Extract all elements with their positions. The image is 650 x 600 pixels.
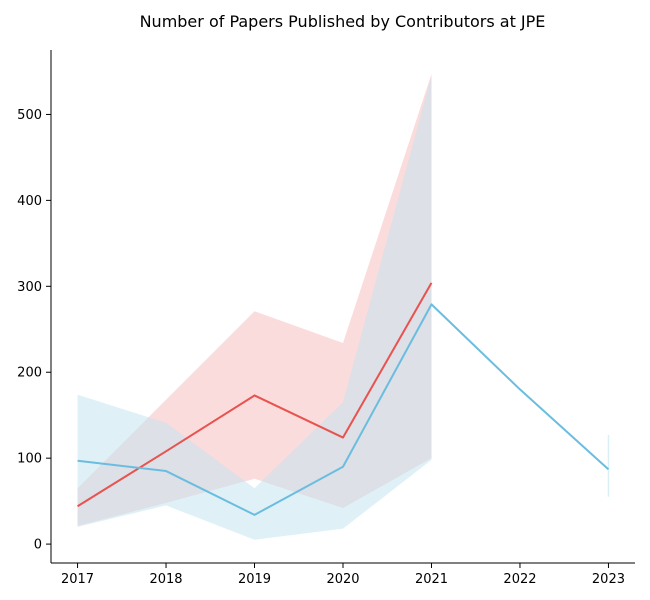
x-axis-ticks: 2017 2018 2019 2020 2021 2022 2023 bbox=[61, 563, 625, 587]
x-tick-label: 2017 bbox=[61, 572, 94, 587]
y-tick-label: 200 bbox=[17, 366, 42, 381]
x-tick-label: 2023 bbox=[592, 572, 625, 587]
series-1-line bbox=[77, 282, 433, 508]
y-tick-label: 100 bbox=[17, 452, 42, 467]
y-tick-label: 0 bbox=[34, 538, 42, 553]
x-tick-label: 2018 bbox=[149, 572, 182, 587]
x-tick-label: 2020 bbox=[326, 572, 359, 587]
series-lines bbox=[77, 282, 610, 516]
y-tick-label: 500 bbox=[17, 108, 42, 123]
y-tick-label: 300 bbox=[17, 280, 42, 295]
x-tick-label: 2022 bbox=[503, 572, 536, 587]
y-axis-ticks: 0 100 200 300 400 500 bbox=[17, 108, 51, 553]
x-tick-label: 2019 bbox=[238, 572, 271, 587]
series-2-band bbox=[77, 75, 432, 540]
chart-title: Number of Papers Published by Contributo… bbox=[139, 12, 546, 31]
y-tick-label: 400 bbox=[17, 194, 42, 209]
series-2-line bbox=[77, 303, 610, 516]
x-tick-label: 2021 bbox=[415, 572, 448, 587]
confidence-bands bbox=[77, 74, 610, 540]
